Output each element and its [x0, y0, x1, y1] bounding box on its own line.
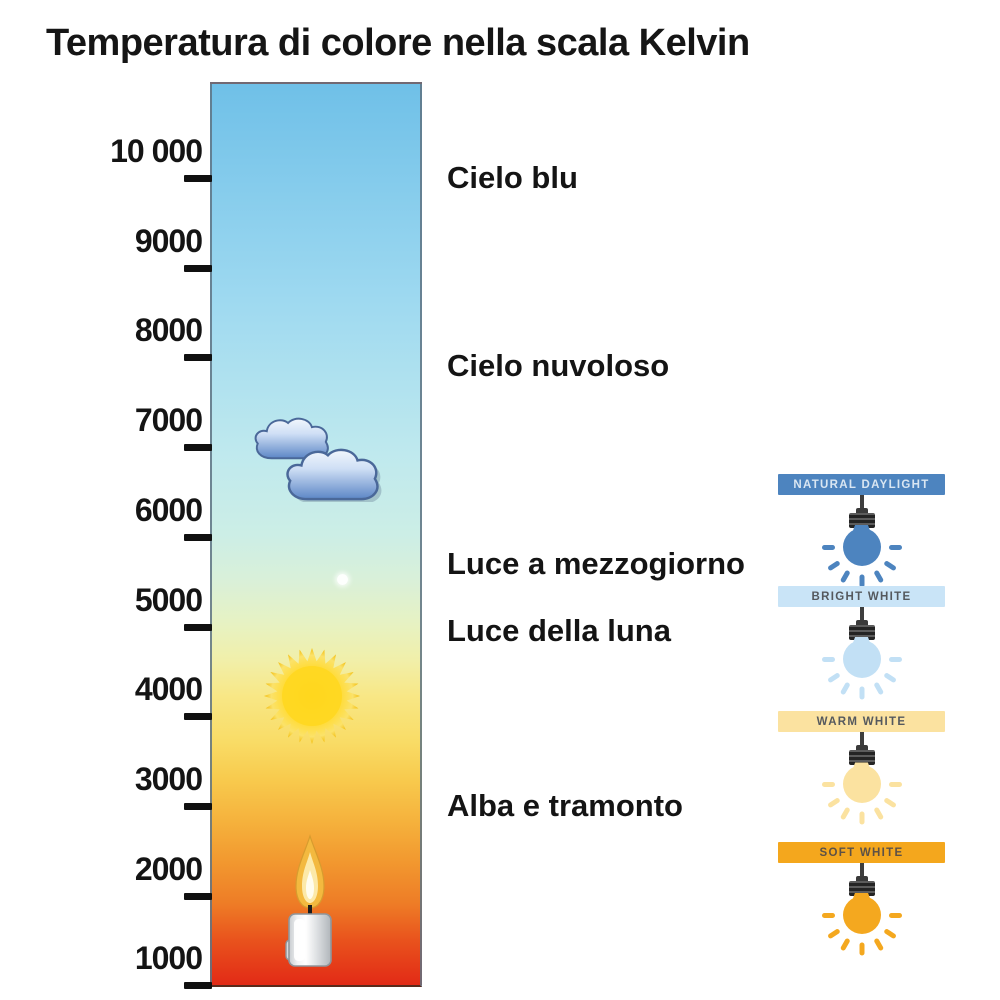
scale-tick-mark	[184, 533, 212, 541]
bar-annotation-label: Alba e tramonto	[447, 787, 683, 823]
light-ray-icon	[859, 811, 864, 825]
bar-annotation-label: Cielo blu	[447, 160, 578, 195]
scale-label: 2000	[134, 850, 203, 887]
kelvin-scale: 10 000 9000 8000 7000 6000 5000 4000 3000 2000 10…	[0, 0, 220, 1000]
scale-tick-mark	[184, 175, 212, 182]
light-ray-icon	[888, 656, 902, 662]
scale-tick-mark	[184, 892, 212, 900]
bar-annotation-label: Luce della luna	[447, 612, 671, 648]
bulb-column: NATURAL DAYLIGHT BRIGHT WHITE WARM WHITE SO…	[778, 0, 945, 1000]
light-ray-icon	[821, 544, 835, 550]
sun-icon	[264, 647, 360, 744]
scale-tick-mark	[184, 623, 212, 631]
bulb-banner-label: NATURAL DAYLIGHT	[778, 473, 945, 495]
light-ray-icon	[888, 544, 902, 550]
bulb-socket-icon	[848, 624, 875, 640]
scale-label: 9000	[134, 222, 203, 259]
bar-annotation-label: Cielo nuvoloso	[447, 348, 670, 384]
bulb-socket-icon	[855, 619, 868, 626]
light-ray-icon	[872, 807, 884, 821]
light-ray-icon	[882, 927, 897, 939]
scale-tick-mark	[184, 264, 212, 272]
scale-label: 8000	[134, 312, 203, 349]
light-ray-icon	[826, 559, 841, 572]
bulb-cord-icon	[859, 494, 864, 509]
bulb-socket-icon	[848, 880, 875, 896]
bulb-socket-icon	[855, 875, 868, 882]
bulb-socket-icon	[848, 512, 875, 528]
bulb-cord-icon	[859, 732, 864, 747]
bulb-item: WARM WHITE	[778, 711, 945, 827]
bulb-socket-icon	[855, 507, 868, 514]
bulb-icon	[842, 765, 881, 804]
light-ray-icon	[821, 782, 835, 788]
scale-label: 7000	[134, 402, 203, 439]
light-ray-icon	[872, 937, 884, 951]
light-ray-icon	[859, 942, 864, 955]
scale-tick-mark	[184, 802, 212, 810]
light-ray-icon	[821, 656, 835, 662]
bulb-banner-label: WARM WHITE	[778, 711, 945, 733]
bulb-icon	[842, 895, 881, 934]
light-ray-icon	[882, 559, 897, 572]
bulb-item: SOFT WHITE	[778, 841, 945, 958]
moon-dot-icon	[337, 574, 348, 586]
kelvin-gradient-bar	[210, 82, 422, 987]
bulb-icon	[842, 527, 881, 566]
clouds-icon	[254, 417, 382, 503]
light-ray-icon	[839, 681, 851, 696]
scale-tick-mark	[184, 982, 212, 990]
bulb-icon	[842, 639, 881, 678]
scale-label: 4000	[134, 671, 203, 708]
light-ray-icon	[872, 681, 884, 696]
light-ray-icon	[882, 797, 897, 809]
light-ray-icon	[821, 912, 835, 918]
scale-label: 10 000	[110, 133, 203, 169]
light-ray-icon	[882, 671, 897, 684]
bulb-item: NATURAL DAYLIGHT	[778, 473, 945, 590]
light-ray-icon	[839, 569, 851, 584]
light-ray-icon	[888, 782, 902, 788]
light-ray-icon	[888, 912, 902, 918]
light-ray-icon	[859, 686, 864, 700]
scale-label: 3000	[134, 760, 203, 797]
bar-annotations: Cielo blu Cielo nuvoloso Luce a mezzogiorn…	[447, 0, 997, 1000]
bulb-banner-label: BRIGHT WHITE	[778, 585, 945, 607]
scale-tick-mark	[184, 444, 212, 452]
scale-tick-mark	[184, 354, 212, 362]
bar-annotation-label: Luce a mezzogiorno	[447, 545, 745, 581]
bulb-socket-icon	[848, 750, 875, 766]
page-title: Temperatura di colore nella scala Kelvin	[46, 22, 750, 64]
candle-icon	[285, 834, 332, 967]
bulb-socket-icon	[855, 745, 868, 752]
scale-label: 1000	[134, 940, 203, 977]
scale-label: 6000	[134, 491, 203, 528]
light-ray-icon	[826, 927, 841, 939]
scale-label: 5000	[134, 581, 203, 618]
light-ray-icon	[826, 797, 841, 809]
light-ray-icon	[872, 569, 884, 584]
bulb-item: BRIGHT WHITE	[778, 585, 945, 702]
bulb-cord-icon	[859, 606, 864, 621]
light-ray-icon	[826, 671, 841, 684]
bulb-banner-label: SOFT WHITE	[778, 841, 945, 863]
scale-tick-mark	[184, 713, 212, 721]
light-ray-icon	[839, 937, 851, 951]
light-ray-icon	[839, 807, 851, 821]
bulb-cord-icon	[859, 862, 864, 877]
